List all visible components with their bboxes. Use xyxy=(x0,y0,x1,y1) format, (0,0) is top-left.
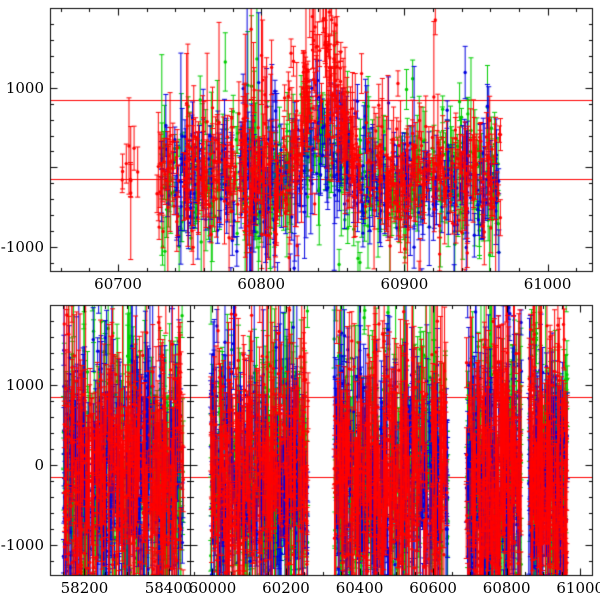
screenshot-root: { "window": { "width": 600, "height": 60… xyxy=(0,0,600,600)
plot-canvas xyxy=(0,0,600,600)
light-curve-figure: 60700 60800 60900 61000 -1000 1000 58200 58400 6… xyxy=(0,0,600,600)
